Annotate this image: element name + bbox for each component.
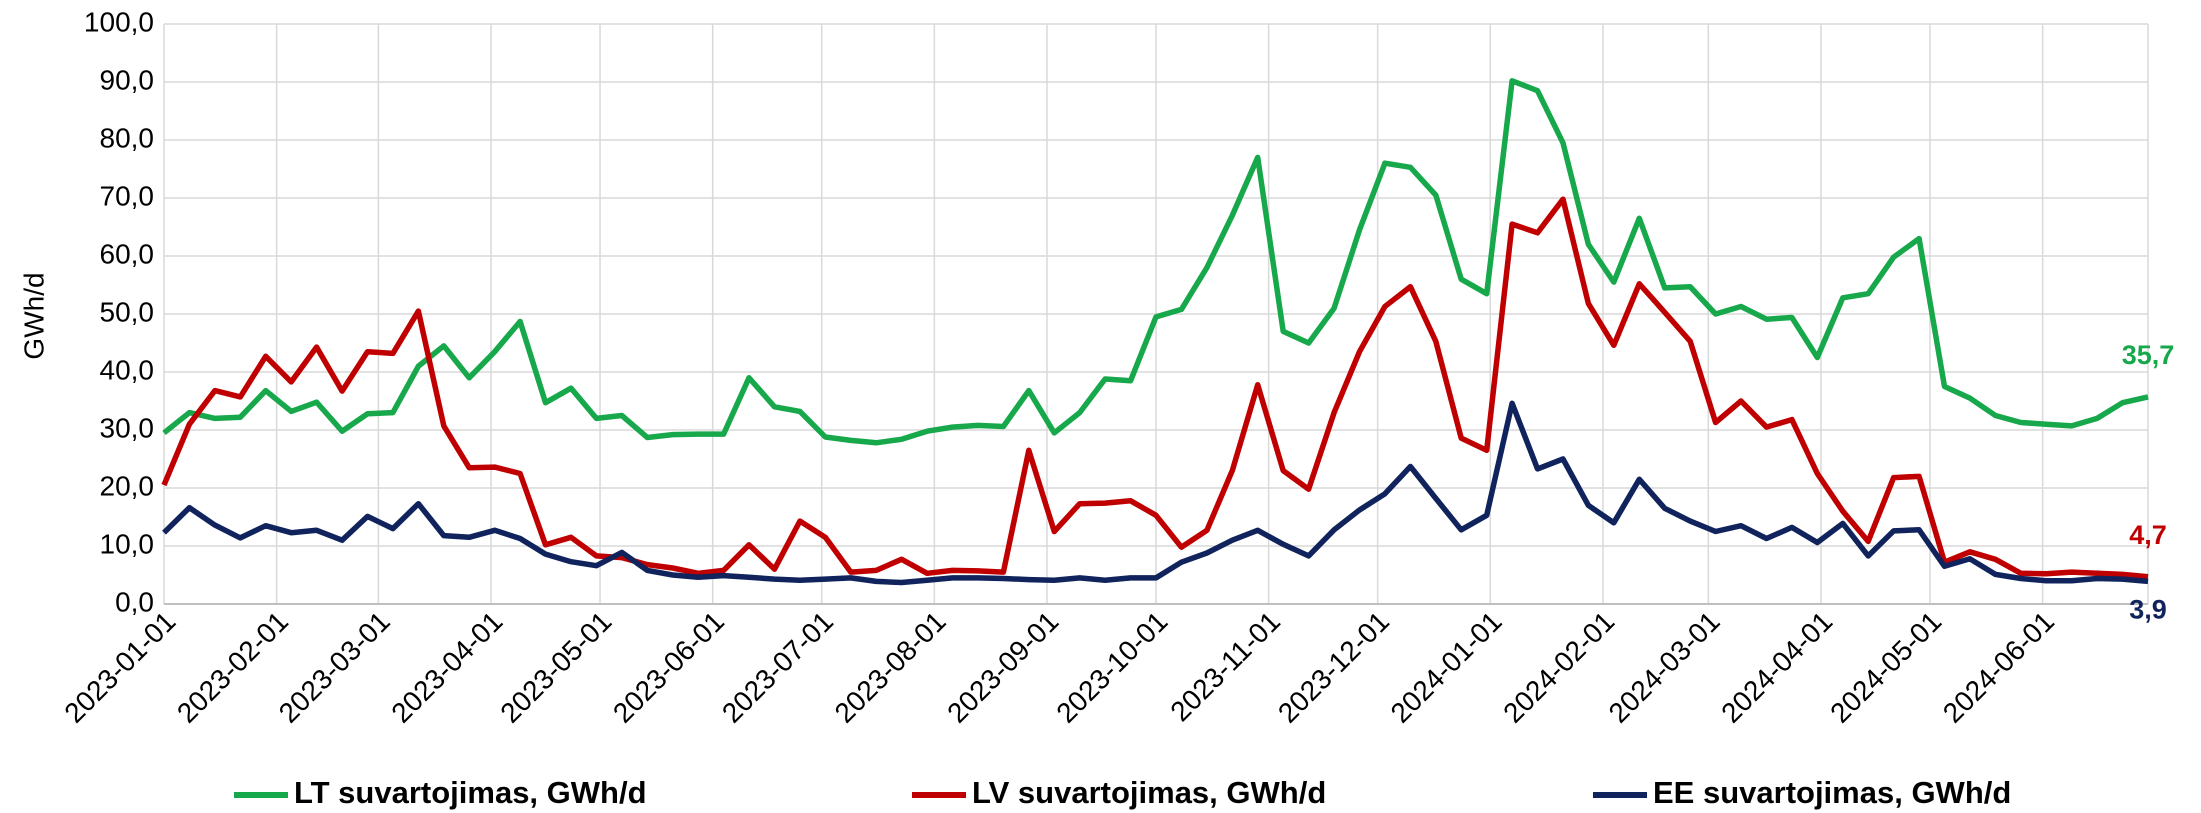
y-tick-label: 10,0 <box>100 528 155 559</box>
y-tick-label: 60,0 <box>100 238 155 269</box>
y-tick-label: 100,0 <box>84 6 154 37</box>
y-tick-label: 50,0 <box>100 296 155 327</box>
data-label: 35,7 <box>2122 340 2175 370</box>
y-tick-label: 70,0 <box>100 180 155 211</box>
data-label: 3,9 <box>2129 595 2167 625</box>
legend-label: LT suvartojimas, GWh/d <box>294 775 647 810</box>
y-tick-label: 40,0 <box>100 354 155 385</box>
legend-label: LV suvartojimas, GWh/d <box>972 775 1326 810</box>
data-label: 4,7 <box>2129 520 2167 550</box>
y-tick-label: 20,0 <box>100 470 155 501</box>
line-series <box>161 196 2149 580</box>
y-axis-title: GWh/d <box>18 272 49 359</box>
y-tick-label: 30,0 <box>100 412 155 443</box>
line-series <box>162 78 2149 446</box>
y-tick-label: 80,0 <box>100 122 155 153</box>
legend-label: EE suvartojimas, GWh/d <box>1653 775 2011 810</box>
y-tick-label: 90,0 <box>100 64 155 95</box>
line-series <box>162 400 2149 586</box>
y-tick-label: 0,0 <box>115 586 154 617</box>
